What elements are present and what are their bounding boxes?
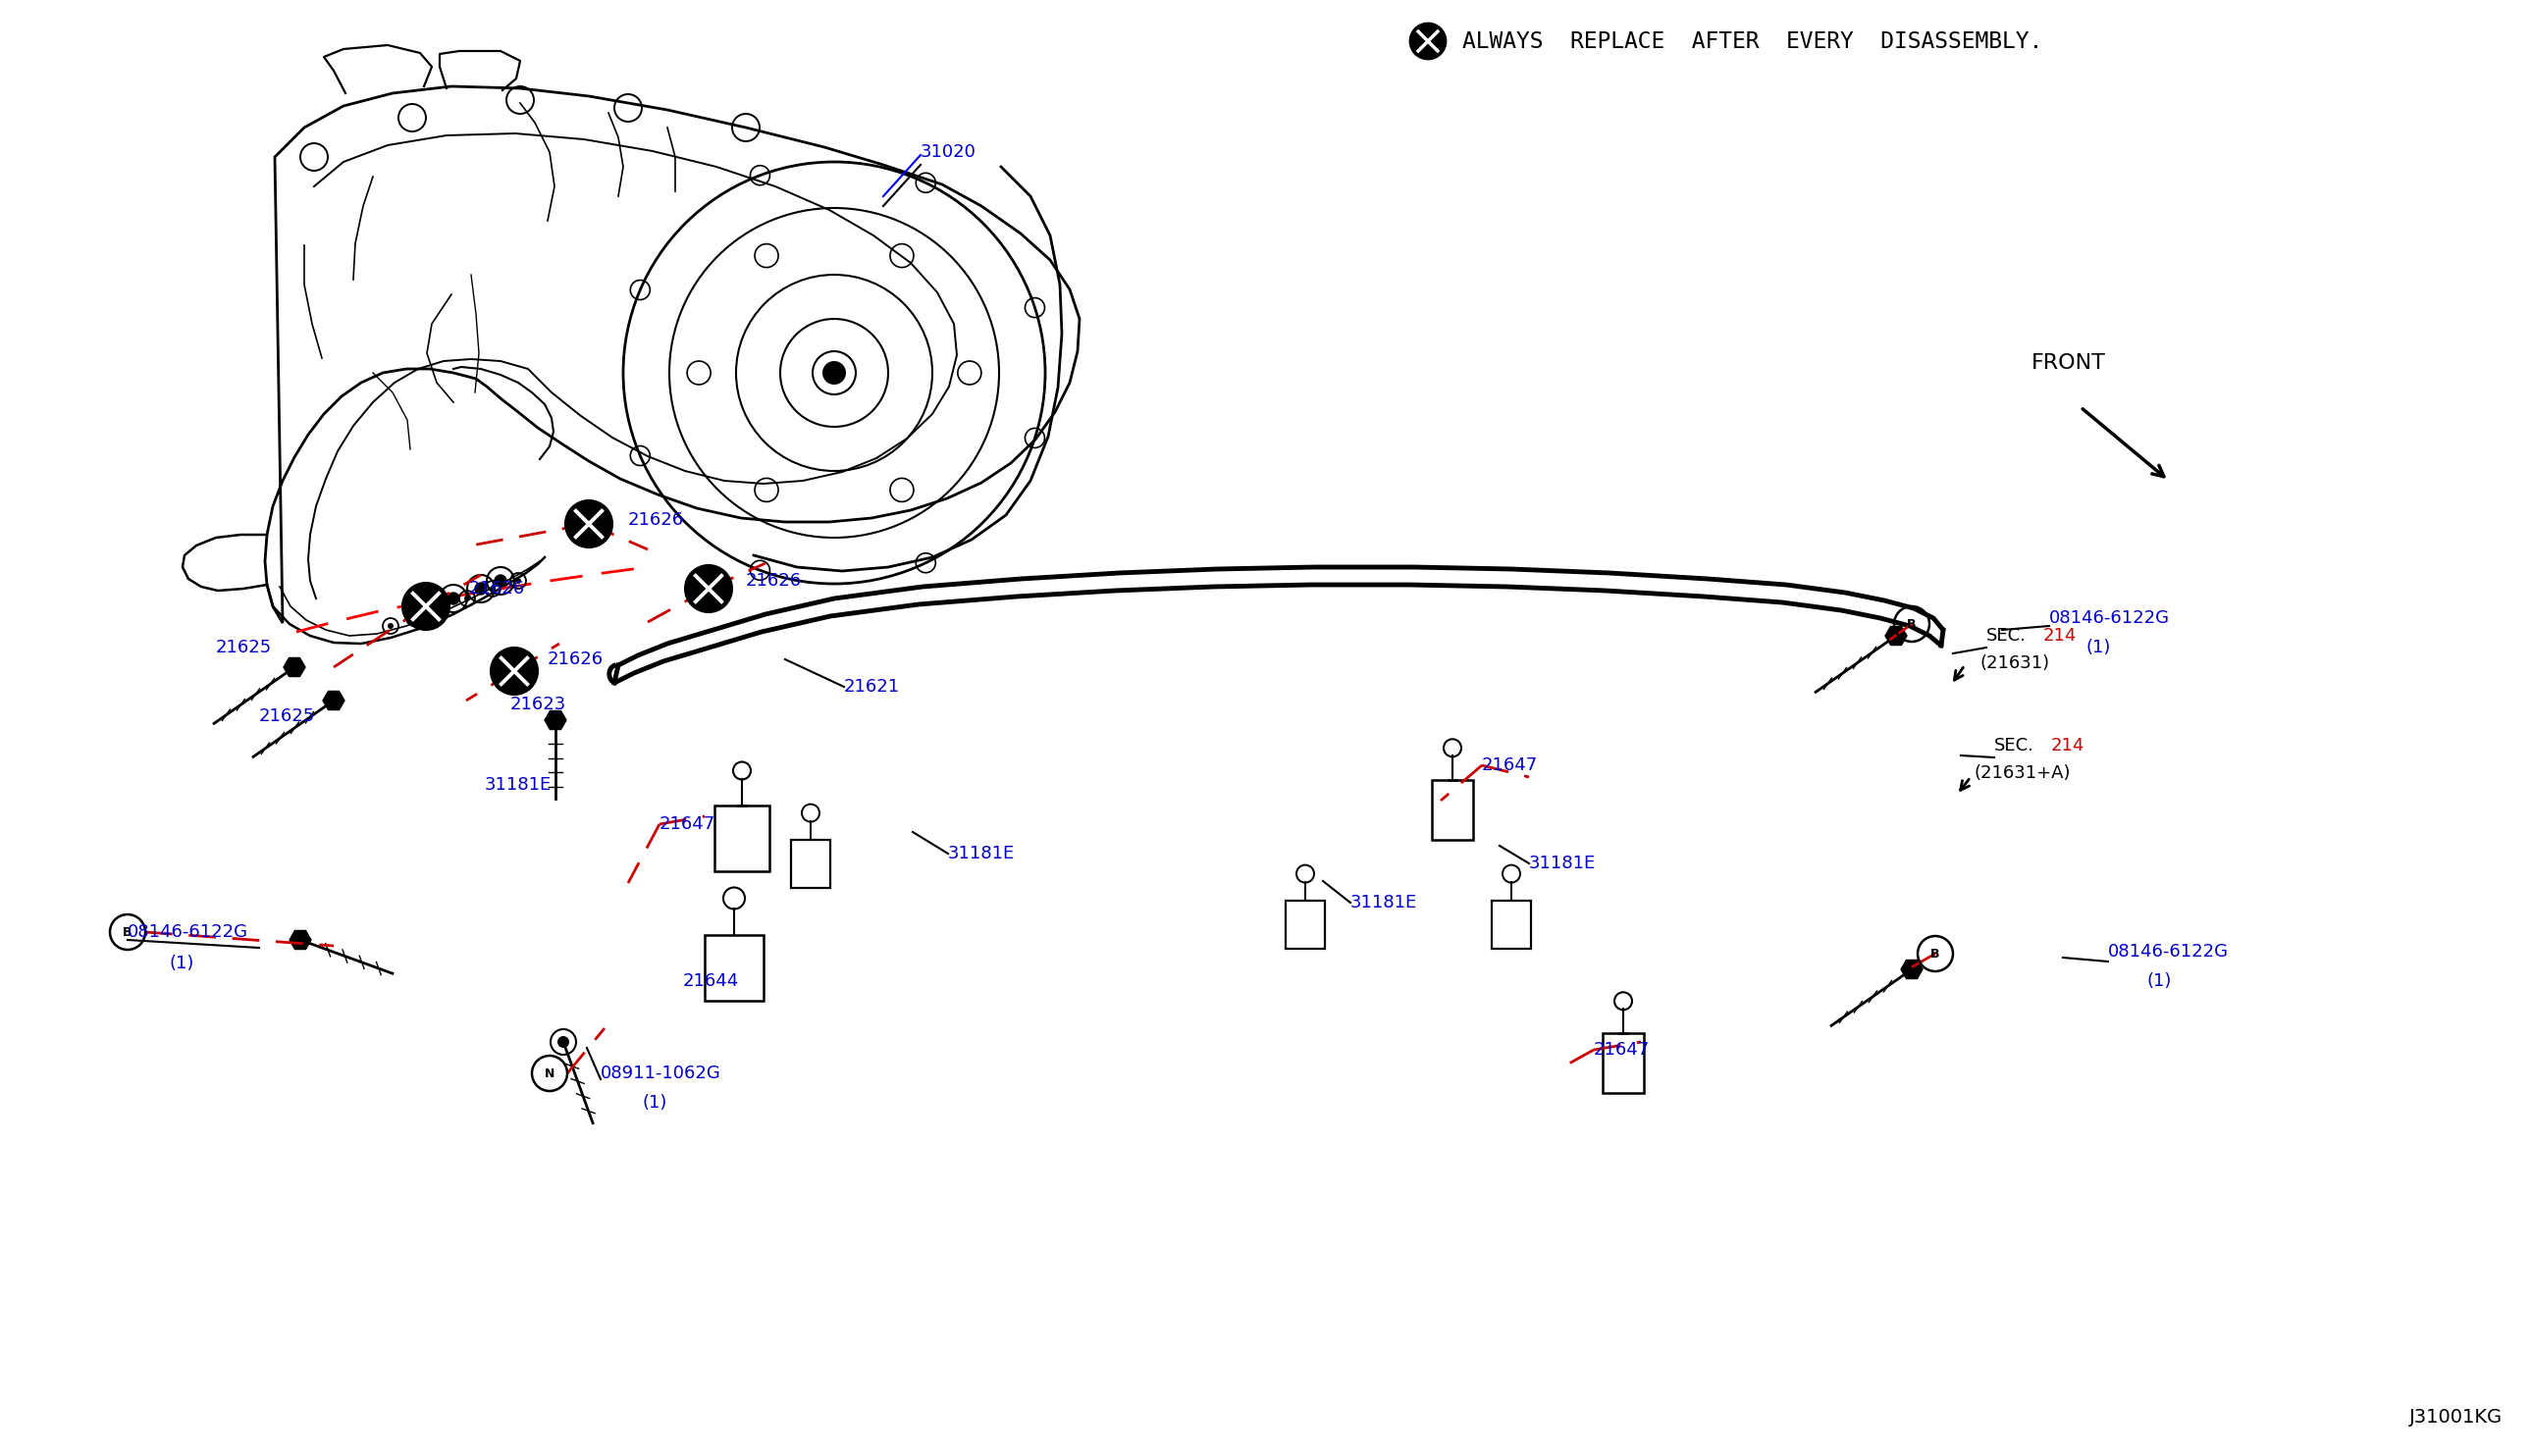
Text: 31181E: 31181E xyxy=(484,776,552,794)
Polygon shape xyxy=(1886,626,1907,645)
Text: 21625: 21625 xyxy=(258,708,316,725)
Text: 21626: 21626 xyxy=(747,572,803,590)
Text: 31181E: 31181E xyxy=(1350,894,1418,911)
Text: SEC.: SEC. xyxy=(1985,628,2026,645)
Circle shape xyxy=(428,600,441,612)
Text: (21631+A): (21631+A) xyxy=(1975,764,2071,782)
Text: 21647: 21647 xyxy=(1593,1041,1651,1059)
Polygon shape xyxy=(284,658,306,677)
Bar xyxy=(1286,900,1324,949)
Circle shape xyxy=(823,361,846,384)
Text: B: B xyxy=(1929,948,1940,960)
Text: 21647: 21647 xyxy=(1481,757,1537,775)
Text: B: B xyxy=(1907,617,1917,630)
Text: ALWAYS  REPLACE  AFTER  EVERY  DISASSEMBLY.: ALWAYS REPLACE AFTER EVERY DISASSEMBLY. xyxy=(1463,31,2043,52)
Circle shape xyxy=(494,575,506,587)
Text: 08146-6122G: 08146-6122G xyxy=(127,923,248,941)
Bar xyxy=(714,805,770,871)
Text: FRONT: FRONT xyxy=(2031,354,2107,373)
Circle shape xyxy=(387,623,392,629)
Polygon shape xyxy=(544,711,567,729)
Text: 08911-1062G: 08911-1062G xyxy=(600,1064,722,1082)
Circle shape xyxy=(489,585,496,591)
Text: 31181E: 31181E xyxy=(1529,855,1595,872)
Circle shape xyxy=(514,578,522,584)
Bar xyxy=(790,840,830,888)
Text: J31001KG: J31001KG xyxy=(2410,1408,2502,1427)
Circle shape xyxy=(565,501,613,547)
Text: 21626: 21626 xyxy=(547,651,603,668)
Text: (21631): (21631) xyxy=(1980,654,2051,673)
Text: 31020: 31020 xyxy=(922,143,977,162)
Circle shape xyxy=(410,616,418,622)
Polygon shape xyxy=(289,930,311,949)
Text: 21647: 21647 xyxy=(658,815,717,833)
Text: 31181E: 31181E xyxy=(947,844,1015,862)
Bar xyxy=(1433,780,1474,840)
Text: 21626: 21626 xyxy=(468,579,524,597)
Polygon shape xyxy=(1902,960,1922,978)
Text: (1): (1) xyxy=(170,955,195,973)
Text: 21621: 21621 xyxy=(843,678,899,696)
Text: 08146-6122G: 08146-6122G xyxy=(2048,609,2170,628)
Circle shape xyxy=(491,648,537,695)
Text: 21626: 21626 xyxy=(628,511,684,529)
Text: (1): (1) xyxy=(2147,973,2172,990)
Circle shape xyxy=(1410,23,1446,58)
Text: 21644: 21644 xyxy=(684,973,739,990)
Text: N: N xyxy=(544,1067,555,1080)
Polygon shape xyxy=(324,692,344,711)
Text: 214: 214 xyxy=(2043,628,2076,645)
Circle shape xyxy=(448,593,458,604)
Text: 21625: 21625 xyxy=(215,639,271,657)
Circle shape xyxy=(403,582,451,630)
Circle shape xyxy=(557,1037,570,1048)
Circle shape xyxy=(686,565,732,612)
Text: B: B xyxy=(124,926,132,939)
Text: (1): (1) xyxy=(2086,639,2112,657)
Text: 21623: 21623 xyxy=(511,696,567,713)
Text: 214: 214 xyxy=(2051,737,2084,754)
Bar xyxy=(1491,900,1532,949)
Circle shape xyxy=(463,596,471,601)
Circle shape xyxy=(436,606,443,612)
Bar xyxy=(1603,1034,1643,1093)
Circle shape xyxy=(476,582,486,594)
Text: SEC.: SEC. xyxy=(1995,737,2033,754)
Text: (1): (1) xyxy=(641,1093,666,1111)
Text: 08146-6122G: 08146-6122G xyxy=(2109,943,2228,961)
Bar xyxy=(704,935,765,1000)
